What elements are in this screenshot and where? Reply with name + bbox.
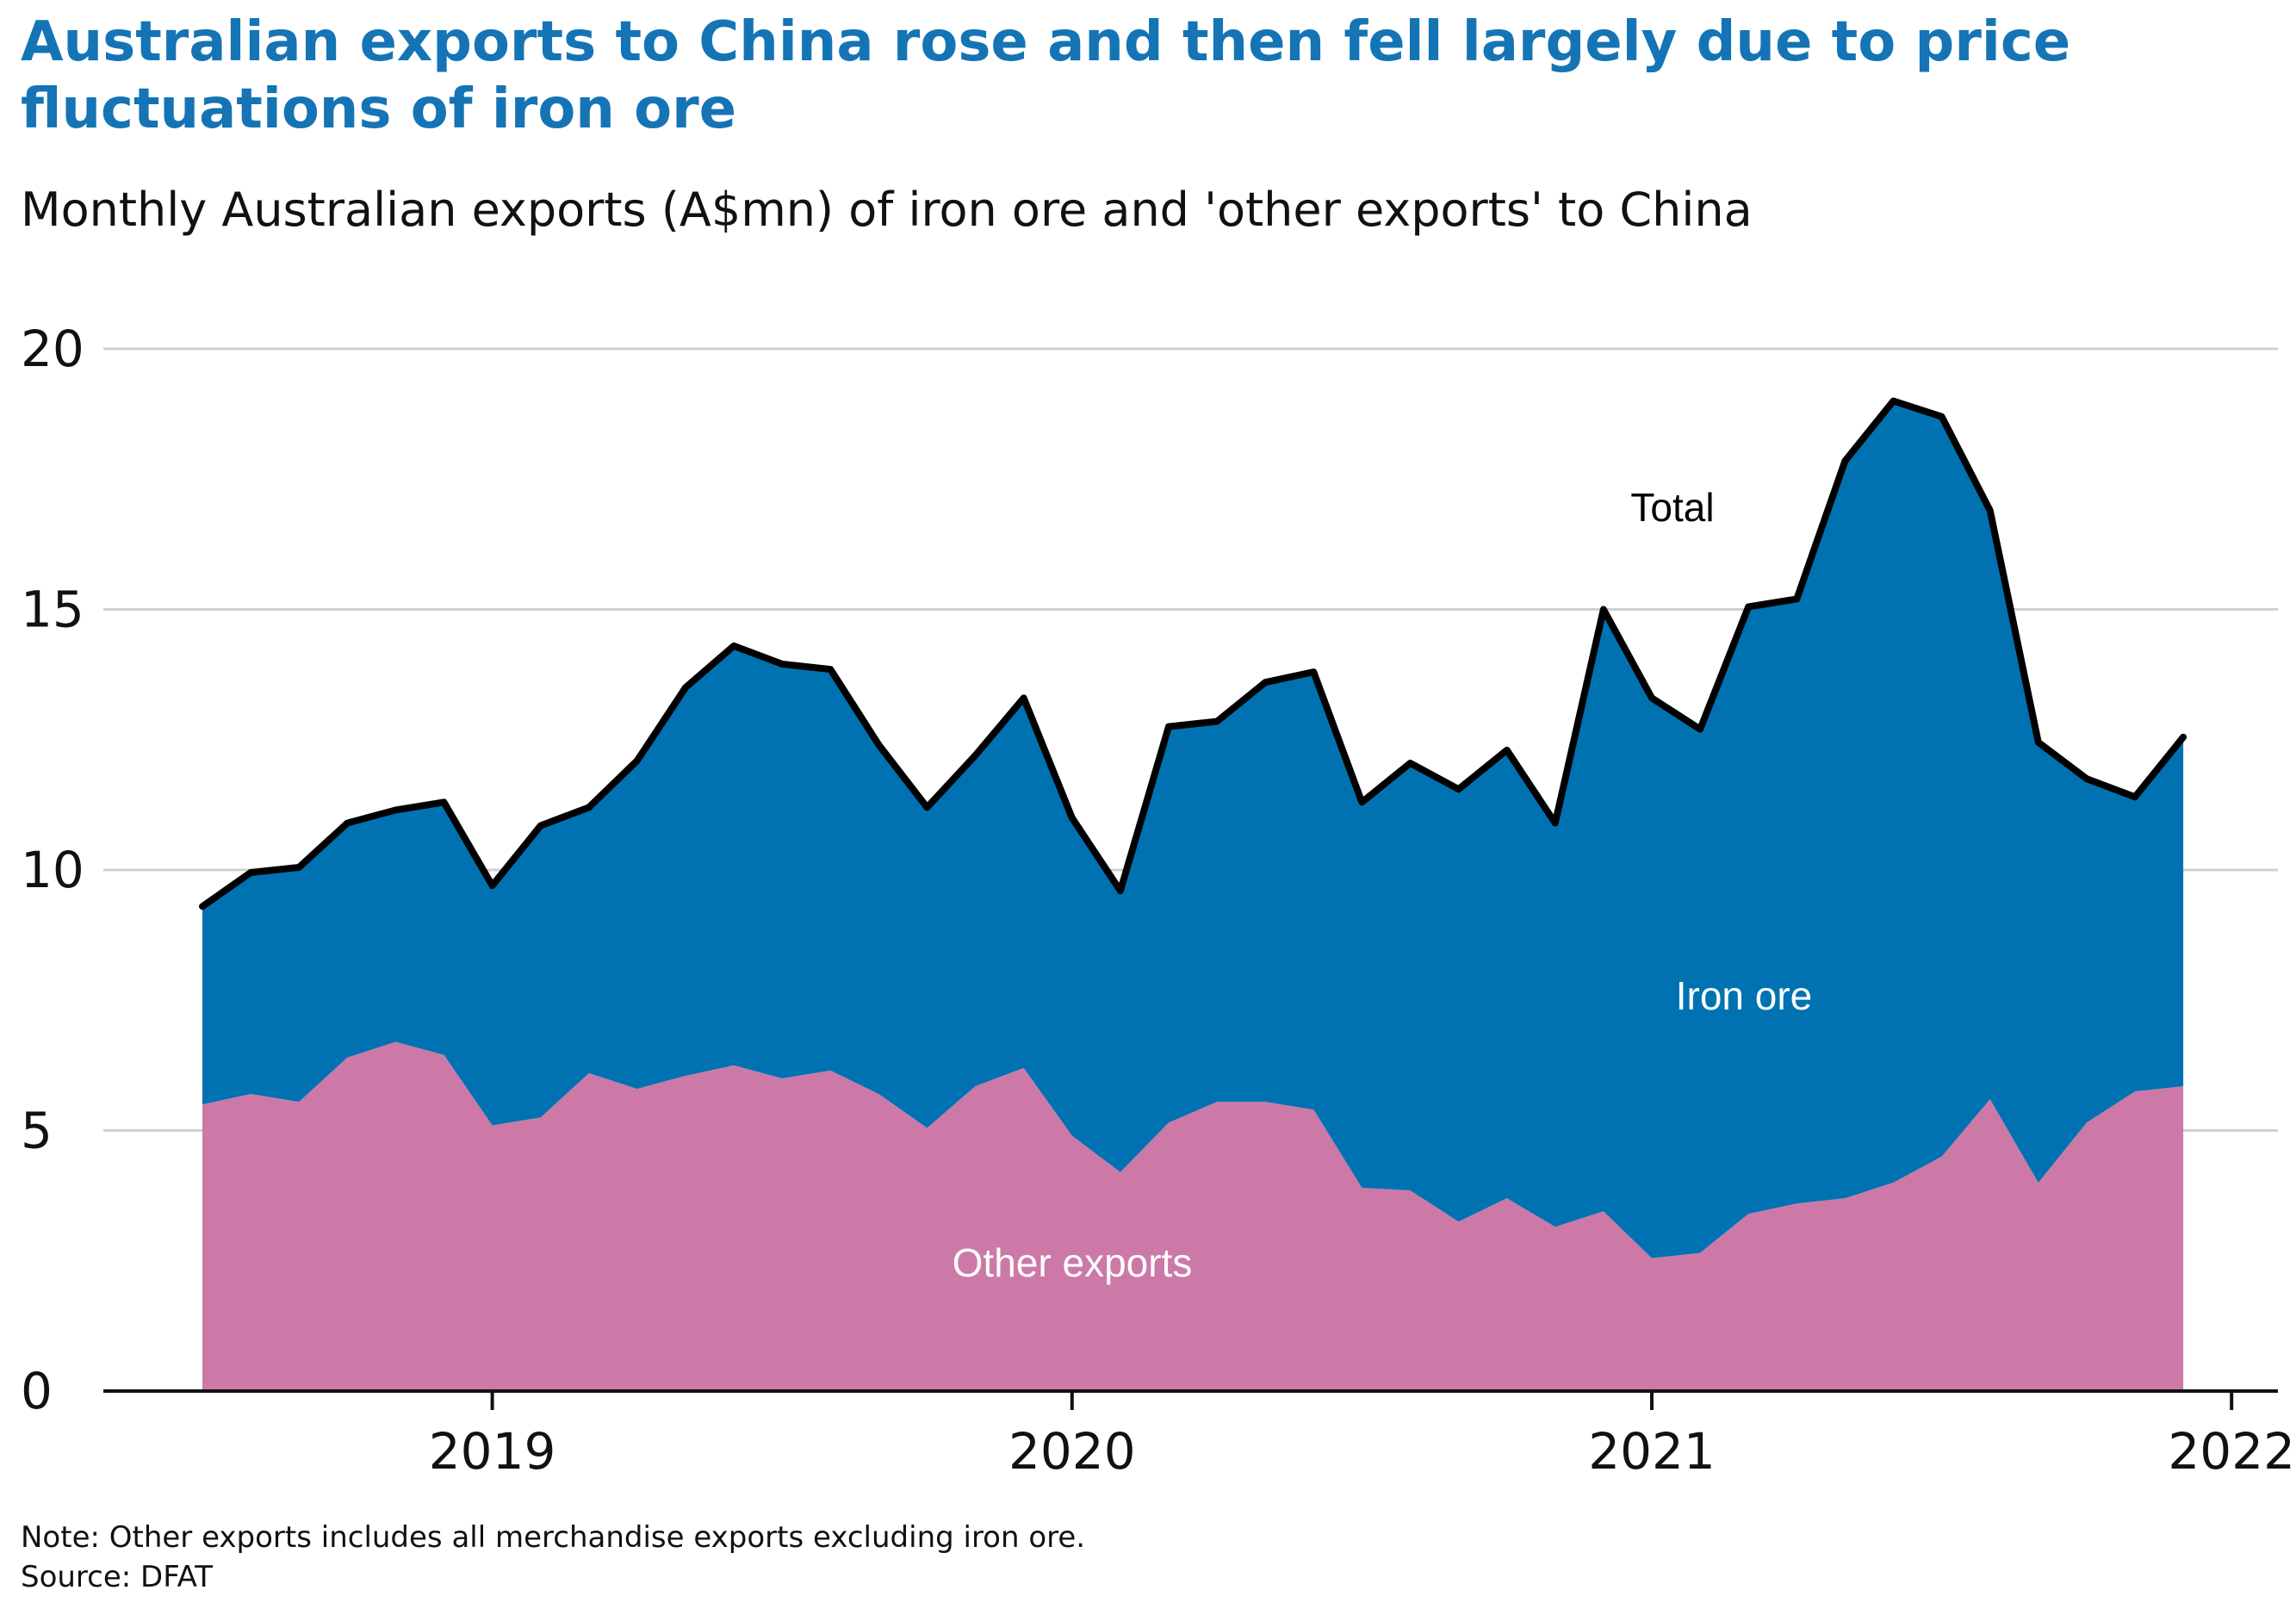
y-tick-label: 10	[21, 841, 84, 899]
area-iron-ore	[202, 401, 2184, 1258]
x-tick-label: 2019	[429, 1422, 556, 1481]
chart-subtitle: Monthly Australian exports (A$mn) of iro…	[21, 183, 1753, 237]
x-tick-label: 2020	[1008, 1422, 1136, 1481]
y-tick-label: 5	[21, 1102, 53, 1160]
y-tick-label: 15	[21, 581, 84, 639]
total-label: Total	[1630, 485, 1714, 530]
y-axis: 0 5 10 15 20	[21, 320, 84, 1420]
x-tick-labels: 2019 2020 2021 2022	[429, 1422, 2295, 1481]
footnote: Note: Other exports includes all merchan…	[21, 1518, 1085, 1597]
x-tick-label: 2022	[2168, 1422, 2295, 1481]
note-text: Note: Other exports includes all merchan…	[21, 1520, 1086, 1555]
chart-title: Australian exports to China rose and the…	[21, 10, 2071, 141]
x-axis	[103, 1389, 2278, 1410]
other-exports-label: Other exports	[953, 1240, 1193, 1285]
area-series	[199, 397, 2187, 1391]
y-tick-label: 20	[21, 320, 84, 378]
x-tick-label: 2021	[1588, 1422, 1716, 1481]
area-other-exports	[202, 1041, 2184, 1391]
iron-ore-label: Iron ore	[1676, 973, 1813, 1018]
y-tick-label: 0	[21, 1362, 53, 1420]
line-total	[199, 397, 2187, 910]
stacked-area-chart: 0 5 10 15 20 2019 2020 2021 2022 Total Iron ore…	[21, 320, 2295, 1481]
source-text: Source: DFAT	[21, 1560, 214, 1594]
